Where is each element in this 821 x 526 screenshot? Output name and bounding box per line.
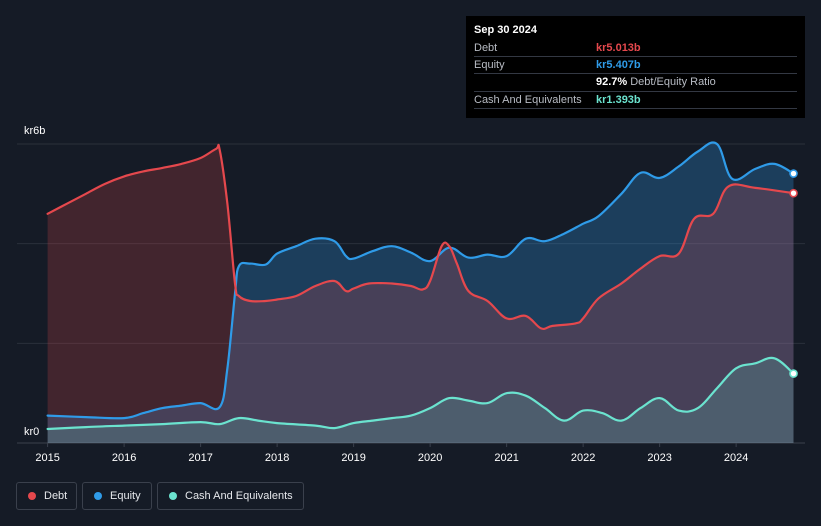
data-tooltip: Sep 30 2024 Debt kr5.013b Equity kr5.407… [466,16,805,118]
equity-legend-dot-icon [94,492,102,500]
tooltip-divider [474,91,797,92]
x-tick-label: 2022 [571,452,595,464]
tooltip-cash-label: Cash And Equivalents [474,94,582,106]
tooltip-divider [474,56,797,57]
x-tick-label: 2023 [647,452,671,464]
cash-line [46,356,795,431]
x-axis-ticks: 2015 2016 2017 2018 2019 2020 2021 2022 2023 2024 [35,443,748,464]
legend-label-cash: Cash And Equivalents [185,490,293,502]
x-tick-label: 2019 [341,452,365,464]
legend-item-equity[interactable]: Equity [82,482,152,510]
tooltip-ratio-suffix: Debt/Equity Ratio [630,76,716,88]
end-markers [789,169,798,378]
y-axis-top-label: kr6b [24,125,45,137]
y-axis-bottom-label: kr0 [24,426,39,438]
x-tick-label: 2015 [35,452,59,464]
equity-line [46,141,795,420]
x-tick-label: 2018 [265,452,289,464]
series-lines [46,141,795,431]
legend-item-cash[interactable]: Cash And Equivalents [157,482,304,510]
tooltip-equity-value: kr5.407b [596,59,641,71]
tooltip-row-cash: Cash And Equivalents kr1.393b [466,92,805,109]
debt-legend-dot-icon [28,492,36,500]
cash-area [47,357,794,443]
debt-area [47,144,794,444]
tooltip-equity-label: Equity [474,59,505,71]
series-areas [47,142,794,444]
tooltip-divider [474,108,797,109]
cash-end-marker [789,369,798,378]
equity-end-marker [789,169,798,178]
debt-end-marker [789,188,798,198]
tooltip-date: Sep 30 2024 [474,24,537,36]
debt-line [46,143,795,330]
tooltip-row-equity: Equity kr5.407b [466,57,805,74]
legend-label-equity: Equity [110,490,141,502]
x-tick-label: 2021 [494,452,518,464]
tooltip-debt-label: Debt [474,42,498,54]
tooltip-cash-value: kr1.393b [596,94,641,106]
x-tick-label: 2020 [418,452,442,464]
tooltip-debt-value: kr5.013b [596,42,641,54]
x-tick-label: 2024 [724,452,748,464]
x-tick-label: 2017 [188,452,212,464]
equity-area [47,142,794,444]
tooltip-ratio: 92.7% Debt/Equity Ratio [596,76,716,88]
tooltip-row-debt: Debt kr5.013b [466,40,805,57]
tooltip-ratio-value: 92.7% [596,76,628,88]
cash-legend-dot-icon [169,492,177,500]
tooltip-divider [474,73,797,74]
tooltip-row-ratio: 92.7% Debt/Equity Ratio [466,74,805,91]
grid-lines [17,143,805,444]
x-tick-label: 2016 [112,452,136,464]
legend-label-debt: Debt [44,490,68,502]
legend-item-debt[interactable]: Debt [16,482,77,510]
